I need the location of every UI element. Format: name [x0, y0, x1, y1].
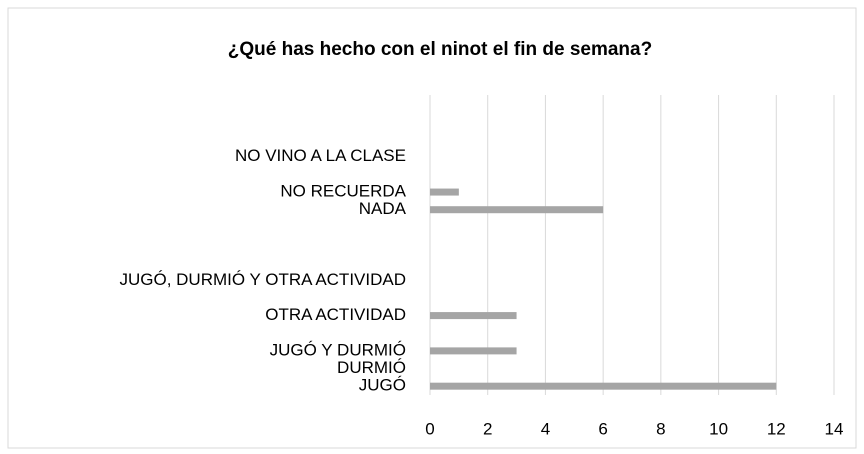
chart-title: ¿Qué has hecho con el ninot el fin de se… — [228, 39, 652, 60]
x-tick-label: 14 — [825, 419, 844, 438]
bar — [430, 312, 517, 320]
y-tick-label: JUGÓ, DURMIÓ Y OTRA ACTIVIDAD — [119, 270, 406, 289]
y-tick-label: OTRA ACTIVIDAD — [265, 305, 406, 324]
bar — [430, 188, 459, 196]
y-tick-label: NO RECUERDA — [280, 182, 406, 201]
x-tick-label: 12 — [767, 419, 786, 438]
chart-frame — [7, 7, 857, 449]
x-tick-label: 0 — [425, 419, 434, 438]
x-tick-label: 2 — [483, 419, 492, 438]
y-tick-label: NO VINO A LA CLASE — [235, 146, 406, 165]
y-tick-label: JUGÓ Y DURMIÓ — [270, 340, 406, 359]
x-tick-label: 10 — [709, 419, 728, 438]
y-tick-label: JUGÓ — [359, 376, 406, 395]
y-tick-label: DURMIÓ — [337, 358, 406, 377]
x-tick-label: 6 — [598, 419, 607, 438]
x-tick-label: 8 — [656, 419, 665, 438]
x-tick-label: 4 — [541, 419, 550, 438]
bar — [430, 347, 517, 355]
y-tick-label: NADA — [359, 199, 407, 218]
bar — [430, 206, 604, 214]
bar — [430, 382, 777, 390]
